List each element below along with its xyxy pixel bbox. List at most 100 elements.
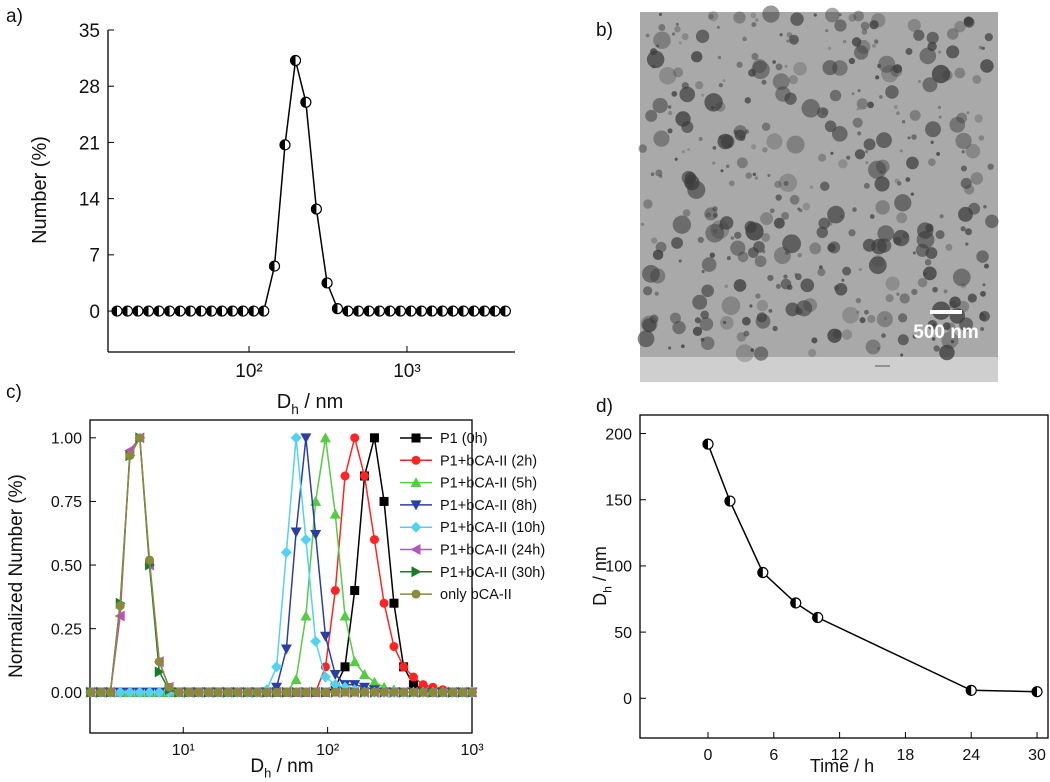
marker-half (269, 261, 275, 272)
marker (965, 684, 977, 696)
particle (652, 249, 664, 261)
marker (114, 686, 126, 698)
marker (369, 433, 379, 443)
particle (718, 83, 723, 88)
marker (330, 687, 340, 697)
particle (856, 107, 860, 111)
axis-label: Time / h (810, 756, 874, 776)
particle (817, 107, 829, 119)
particle (896, 212, 908, 224)
chart: 10² 10³ 0 7 14 21 28 35 (79, 21, 515, 382)
particle (935, 230, 945, 240)
marker-half (447, 306, 453, 317)
marker-half (143, 306, 149, 317)
marker (216, 305, 228, 317)
marker (418, 687, 428, 697)
particle (865, 161, 869, 165)
y-tick-label: 200 (605, 426, 632, 443)
micrograph-footer (640, 357, 998, 382)
y-tick-label: 0 (89, 302, 100, 323)
particle (700, 310, 709, 320)
particle (813, 13, 817, 17)
particle (761, 79, 767, 85)
particle (897, 334, 909, 346)
marker (428, 687, 438, 697)
axis-label: Number (%) (29, 136, 51, 244)
particle (709, 252, 715, 258)
particle (911, 288, 918, 296)
particle (755, 293, 761, 299)
marker (436, 305, 449, 317)
particle (769, 208, 775, 214)
particle (830, 151, 834, 155)
particle (939, 344, 955, 361)
y-tick-label: 50 (614, 625, 632, 642)
particle (793, 61, 807, 76)
marker (135, 433, 145, 443)
particle (913, 29, 925, 41)
marker (379, 496, 389, 506)
particle (722, 320, 727, 325)
particle (827, 328, 842, 343)
marker (252, 687, 262, 697)
particle (802, 202, 811, 211)
particle (834, 19, 847, 32)
particle (925, 121, 941, 138)
particle (892, 64, 903, 74)
particle (734, 231, 742, 239)
marker-half (196, 306, 202, 317)
marker-half (500, 306, 506, 317)
marker-half (300, 97, 306, 108)
y-tick-label: 1.00 (51, 431, 82, 448)
particle (910, 192, 915, 196)
particle (932, 286, 938, 293)
particle (754, 176, 759, 180)
particle (773, 217, 785, 229)
marker (457, 687, 467, 697)
particle (853, 10, 864, 22)
particle (875, 159, 890, 174)
particle (938, 115, 942, 119)
marker (411, 589, 421, 599)
particle (692, 294, 708, 310)
particle (879, 95, 883, 99)
particle (854, 45, 869, 60)
marker-half (479, 306, 485, 317)
particle (745, 222, 764, 241)
particle (724, 284, 729, 289)
marker (410, 521, 422, 533)
particle (745, 172, 752, 179)
y-tick-label: 0.75 (51, 494, 82, 511)
particle (710, 106, 715, 110)
marker (342, 305, 354, 317)
marker-half (290, 55, 296, 66)
particle (659, 174, 663, 179)
marker (121, 305, 134, 317)
marker (115, 601, 125, 611)
y-tick-label: 28 (79, 77, 100, 98)
particle (671, 32, 676, 36)
marker (105, 687, 115, 697)
plot-frame (639, 414, 1049, 739)
particle (957, 300, 970, 313)
particle (699, 317, 714, 331)
particle (905, 177, 911, 183)
particle (818, 265, 823, 270)
particle (797, 207, 801, 211)
particle (755, 18, 759, 22)
marker-half (384, 306, 390, 317)
marker (457, 305, 470, 317)
particle (775, 86, 791, 102)
scale-bar-label: 500 nm (913, 322, 978, 343)
particle (720, 169, 724, 173)
particle (941, 331, 959, 349)
particle (874, 176, 890, 192)
marker-half (216, 306, 222, 317)
particle (838, 13, 842, 17)
particle (852, 117, 863, 128)
particle (786, 284, 793, 291)
particle (772, 73, 790, 90)
marker (174, 687, 184, 697)
marker (226, 305, 239, 317)
particle (984, 33, 993, 42)
